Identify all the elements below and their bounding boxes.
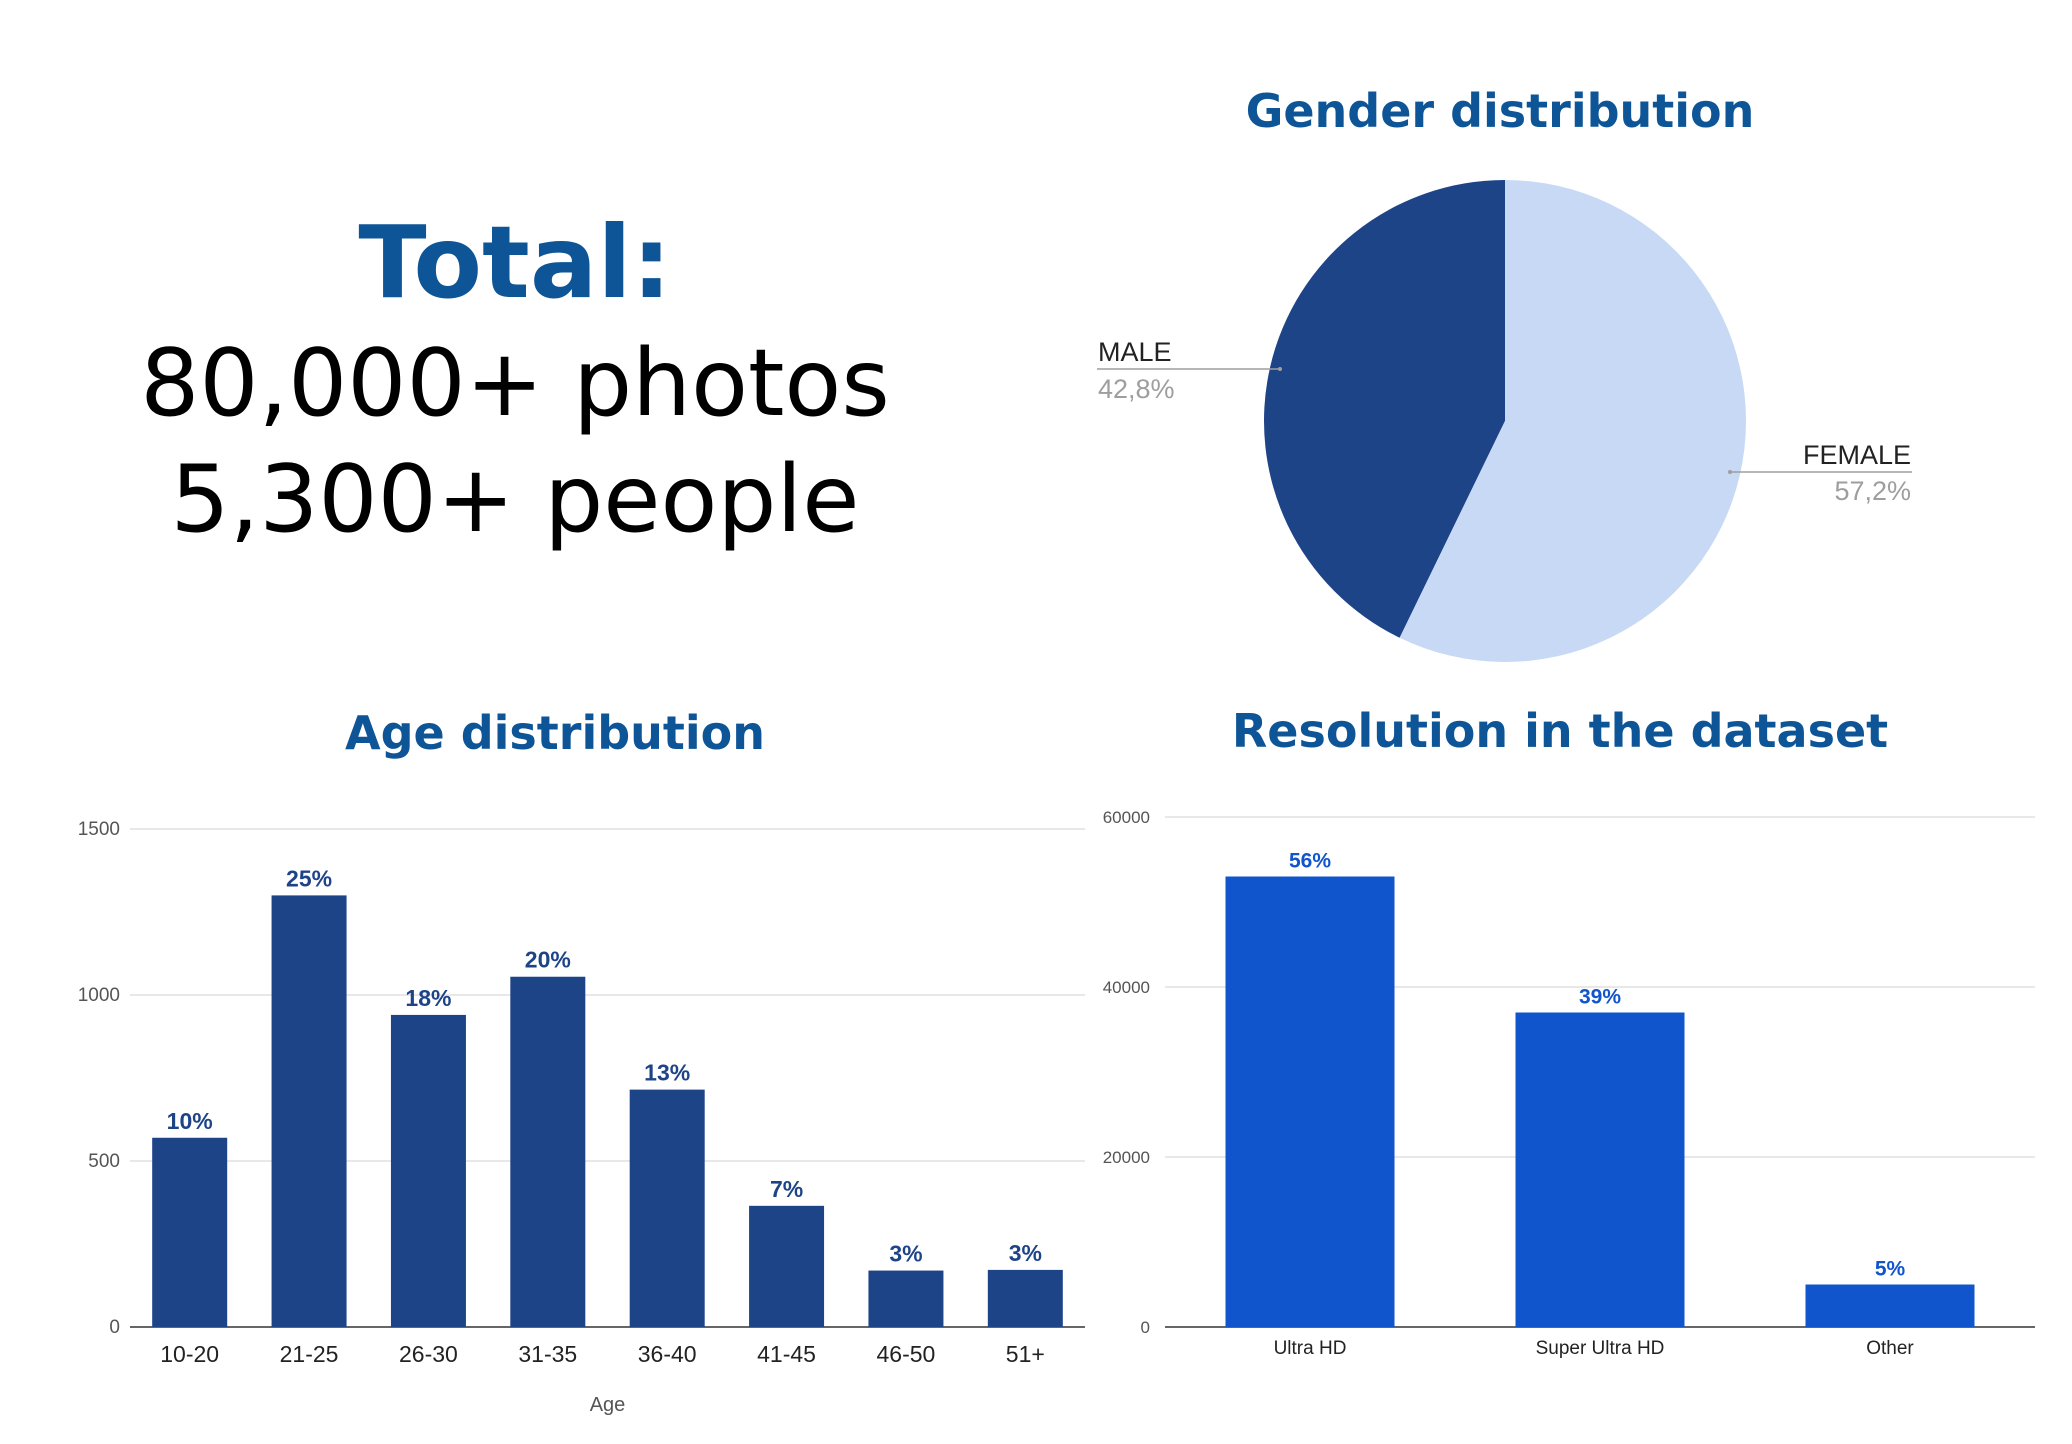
age-ytick-label: 500 [88, 1151, 120, 1172]
resolution-bar [1805, 1284, 1975, 1327]
resolution-data-label: 5% [1875, 1258, 1906, 1281]
people-count: 5,300+ people [170, 445, 860, 553]
female-value: 57,2% [1834, 476, 1911, 506]
total-heading: Total: [358, 204, 672, 321]
female-label: FEMALE [1803, 440, 1911, 470]
age-category-label: 46-50 [877, 1341, 936, 1367]
age-data-label: 10% [167, 1108, 213, 1134]
age-data-label: 3% [1009, 1240, 1042, 1266]
age-category-label: 41-45 [757, 1341, 816, 1367]
gender-chart-title: Gender distribution [1245, 84, 1755, 138]
age-bar [749, 1205, 825, 1327]
resolution-bar [1225, 876, 1395, 1327]
age-data-label: 18% [405, 985, 451, 1011]
age-ytick-label: 0 [109, 1317, 120, 1338]
age-data-label: 25% [286, 865, 332, 891]
resolution-ytick-label: 60000 [1103, 808, 1150, 827]
age-category-label: 10-20 [160, 1341, 219, 1367]
resolution-data-label: 56% [1289, 850, 1331, 873]
age-bar [271, 895, 347, 1327]
age-x-axis-title: Age [590, 1394, 626, 1416]
resolution-ytick-label: 40000 [1103, 978, 1150, 997]
age-data-label: 20% [525, 947, 571, 973]
male-leader-dot [1278, 367, 1282, 371]
resolution-category-label: Super Ultra HD [1536, 1338, 1665, 1359]
age-data-label: 7% [770, 1176, 803, 1202]
age-chart-title: Age distribution [344, 706, 766, 760]
male-label: MALE [1098, 337, 1172, 367]
resolution-chart-title: Resolution in the dataset [1231, 704, 1889, 758]
resolution-data-label: 39% [1579, 986, 1621, 1009]
age-bar [629, 1089, 705, 1327]
resolution-bar [1515, 1012, 1685, 1327]
age-category-label: 36-40 [638, 1341, 697, 1367]
age-category-label: 26-30 [399, 1341, 458, 1367]
age-bar [510, 976, 586, 1327]
total-summary: Total: 80,000+ photos 5,300+ people [100, 200, 930, 557]
age-category-label: 51+ [1006, 1341, 1045, 1367]
pie-slice-male [1264, 180, 1505, 638]
resolution-category-label: Other [1866, 1338, 1914, 1359]
resolution-category-label: Ultra HD [1274, 1338, 1347, 1359]
resolution-ytick-label: 0 [1141, 1318, 1150, 1337]
age-data-label: 13% [644, 1060, 690, 1086]
photos-count: 80,000+ photos [140, 329, 890, 437]
male-value: 42,8% [1098, 374, 1175, 404]
age-category-label: 31-35 [518, 1341, 577, 1367]
pie-slice-female [1399, 180, 1746, 662]
age-bar [152, 1137, 228, 1327]
age-bar [868, 1270, 944, 1327]
age-bar [390, 1014, 466, 1327]
age-category-label: 21-25 [280, 1341, 339, 1367]
female-leader-dot [1728, 470, 1732, 474]
age-ytick-label: 1500 [78, 819, 120, 840]
age-data-label: 3% [889, 1241, 922, 1267]
age-bar [987, 1269, 1063, 1327]
resolution-ytick-label: 20000 [1103, 1148, 1150, 1167]
age-ytick-label: 1000 [78, 985, 120, 1006]
